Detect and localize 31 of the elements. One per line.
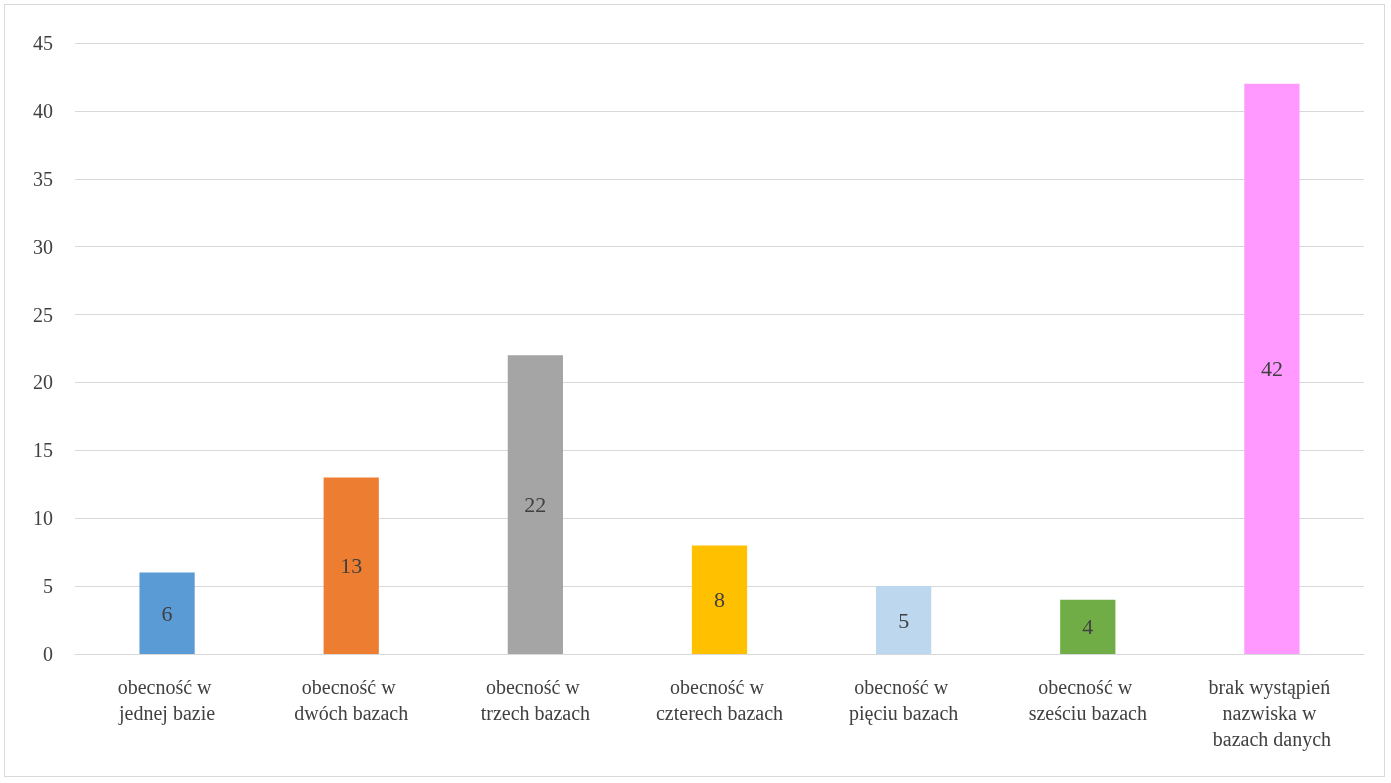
data-label: 6 [161,600,173,626]
bar [691,545,748,654]
y-tick-label: 35 [33,167,53,190]
bar [507,355,563,654]
y-tick-label: 5 [43,575,53,598]
y-tick-label: 20 [33,371,53,394]
y-tick-label: 10 [33,507,53,530]
x-tick-label: obecność w jednej bazie [117,676,217,725]
x-tick-label: obecność w czterech bazach [655,676,784,724]
x-tick-label: obecność w sześciu bazach [1028,676,1147,724]
y-tick-label: 45 [33,32,53,54]
bar [139,572,195,654]
bar [876,586,932,654]
y-tick-label: 30 [33,235,53,258]
bar [323,477,379,654]
data-label: 4 [1082,614,1094,640]
bar [1060,599,1116,654]
data-label: 22 [524,492,547,518]
data-label: 42 [1260,356,1283,382]
y-tick-label: 15 [33,439,53,462]
data-label: 8 [714,587,725,613]
x-tick-label: obecność w trzech bazach [480,676,591,724]
y-tick-label: 0 [43,643,53,665]
x-tick-label: brak wystąpień nazwiska w bazach danych [1208,676,1336,751]
x-tick-label: obecność w dwóch bazach [294,676,409,724]
data-label: 13 [340,553,363,579]
y-tick-label: 25 [33,303,53,326]
y-tick-label: 40 [33,99,53,122]
x-tick-label: obecność w pięciu bazach [848,676,959,725]
data-label: 5 [898,607,910,633]
bar [1244,83,1300,654]
